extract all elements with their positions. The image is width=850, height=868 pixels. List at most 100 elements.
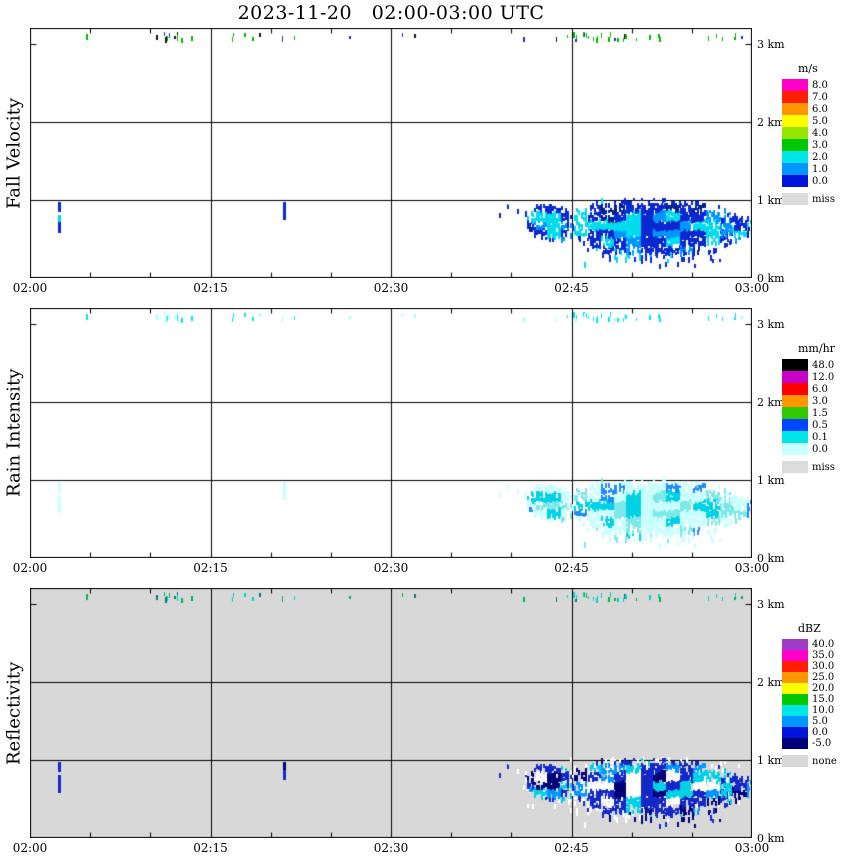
x-tick-label: 02:15 bbox=[193, 561, 228, 575]
colorbar-swatch bbox=[782, 650, 808, 661]
colorbar-swatch bbox=[782, 727, 808, 738]
colorbar-entry: 35.0 bbox=[782, 650, 850, 661]
colorbar-swatch bbox=[782, 139, 808, 151]
colorbar-entry: 12.0 bbox=[782, 371, 850, 383]
height-tick-label: 3 km bbox=[757, 597, 785, 611]
colorbar-entry-label: 5.0 bbox=[812, 115, 828, 127]
x-tick-label: 02:30 bbox=[373, 841, 409, 855]
x-tick-label: 03:00 bbox=[734, 561, 770, 575]
x-tick-label: 02:45 bbox=[554, 841, 589, 855]
height-tick-label: 0 km bbox=[757, 832, 785, 845]
colorbar-entry-label: 12.0 bbox=[812, 371, 835, 383]
x-tick-label: 02:15 bbox=[193, 841, 228, 855]
colorbar-swatch bbox=[782, 371, 808, 383]
colorbar-entry: 7.0 bbox=[782, 91, 850, 103]
x-tick-label: 02:30 bbox=[373, 281, 409, 295]
colorbar-entry: 0.0 bbox=[782, 175, 850, 187]
rain-intensity-plot-canvas bbox=[30, 308, 752, 558]
colorbar-missing-label: none bbox=[812, 755, 837, 767]
colorbar-entry-label: 48.0 bbox=[812, 359, 835, 371]
colorbar-fall-velocity: m/s 8.0 7.0 6.0 5.0 4.0 3.0 2.0 1.0 0.0 miss bbox=[782, 62, 850, 205]
x-tick-label: 03:00 bbox=[734, 281, 770, 295]
colorbar-entry: 2.0 bbox=[782, 151, 850, 163]
colorbar-entry: 0.0 bbox=[782, 727, 850, 738]
colorbar-entry: 25.0 bbox=[782, 672, 850, 683]
y-axis-label-fall-velocity: Fall Velocity bbox=[3, 97, 25, 209]
colorbar-swatch bbox=[782, 103, 808, 115]
colorbar-entry: 40.0 bbox=[782, 639, 850, 650]
colorbar-entry-label: 1.5 bbox=[812, 407, 828, 419]
colorbar-entry-label: 4.0 bbox=[812, 127, 828, 139]
fall-velocity-plot-canvas bbox=[30, 28, 752, 278]
x-tick-label: 02:45 bbox=[554, 281, 589, 295]
colorbar-entry-label: 6.0 bbox=[812, 383, 828, 395]
chart-title: 2023-11-20 02:00-03:00 UTC bbox=[237, 2, 545, 24]
colorbar-swatch bbox=[782, 91, 808, 103]
x-tick-label: 02:15 bbox=[193, 281, 228, 295]
colorbar-entry-label: 1.0 bbox=[812, 163, 828, 175]
colorbar-missing-entry: none bbox=[782, 755, 850, 767]
colorbar-swatch bbox=[782, 127, 808, 139]
colorbar-missing-entry: miss bbox=[782, 461, 850, 473]
colorbar-missing-swatch bbox=[782, 461, 808, 473]
colorbar-entry: 3.0 bbox=[782, 139, 850, 151]
colorbar-entry: 0.5 bbox=[782, 419, 850, 431]
x-tick-label: 02:00 bbox=[12, 561, 48, 575]
colorbar-entry: 48.0 bbox=[782, 359, 850, 371]
height-tick-label: 3 km bbox=[757, 317, 785, 331]
colorbar-entry: 5.0 bbox=[782, 115, 850, 127]
colorbar-entry: 8.0 bbox=[782, 79, 850, 91]
colorbar-swatch bbox=[782, 395, 808, 407]
colorbar-entry: 15.0 bbox=[782, 694, 850, 705]
colorbar-entry-label: 0.0 bbox=[812, 443, 828, 455]
height-tick-label: 2 km bbox=[757, 675, 785, 689]
y-axis-label-rain-intensity: Rain Intensity bbox=[3, 368, 25, 498]
height-tick-label: 0 km bbox=[757, 552, 785, 565]
colorbar-entry-label: 25.0 bbox=[812, 672, 835, 683]
colorbar-entry-label: 0.5 bbox=[812, 419, 828, 431]
colorbar-entry-label: 3.0 bbox=[812, 139, 828, 151]
colorbar-entry: 6.0 bbox=[782, 383, 850, 395]
colorbar-entry: 1.5 bbox=[782, 407, 850, 419]
colorbar-swatch bbox=[782, 738, 808, 749]
colorbar-missing-label: miss bbox=[812, 461, 835, 473]
colorbar-entry-label: -5.0 bbox=[812, 738, 832, 749]
height-tick-label: 2 km bbox=[757, 115, 785, 129]
colorbar-missing-swatch bbox=[782, 755, 808, 767]
colorbar-entry: 10.0 bbox=[782, 705, 850, 716]
colorbar-entry-label: 7.0 bbox=[812, 91, 828, 103]
height-tick-label: 1 km bbox=[757, 473, 785, 487]
height-tick-label: 2 km bbox=[757, 395, 785, 409]
x-tick-label: 02:30 bbox=[373, 561, 409, 575]
colorbar-entry-label: 0.1 bbox=[812, 431, 828, 443]
colorbar-swatch bbox=[782, 683, 808, 694]
colorbar-swatch bbox=[782, 151, 808, 163]
colorbar-missing-label: miss bbox=[812, 193, 835, 205]
colorbar-swatch bbox=[782, 716, 808, 727]
colorbar-entry-label: 15.0 bbox=[812, 694, 835, 705]
colorbar-entry-label: 35.0 bbox=[812, 650, 835, 661]
colorbar-entry-label: 0.0 bbox=[812, 727, 828, 738]
colorbar-entry-label: 3.0 bbox=[812, 395, 828, 407]
colorbar-units-label: m/s bbox=[798, 62, 818, 75]
colorbar-missing-swatch bbox=[782, 193, 808, 205]
colorbar-entry: 0.0 bbox=[782, 443, 850, 455]
colorbar-swatch bbox=[782, 431, 808, 443]
colorbar-entry: 20.0 bbox=[782, 683, 850, 694]
x-tick-label: 03:00 bbox=[734, 841, 770, 855]
height-tick-label: 3 km bbox=[757, 37, 785, 51]
colorbar-entry-label: 30.0 bbox=[812, 661, 835, 672]
colorbar-entry-label: 10.0 bbox=[812, 705, 835, 716]
colorbar-swatch bbox=[782, 163, 808, 175]
colorbar-swatch bbox=[782, 115, 808, 127]
colorbar-swatch bbox=[782, 175, 808, 187]
colorbar-entry-label: 2.0 bbox=[812, 151, 828, 163]
colorbar-entry-label: 0.0 bbox=[812, 175, 828, 187]
colorbar-reflectivity: dBZ 40.0 35.0 30.0 25.0 20.0 15.0 10.0 5.0 0.0 -5.… bbox=[782, 622, 850, 767]
colorbar-swatch bbox=[782, 694, 808, 705]
colorbar-entry-label: 20.0 bbox=[812, 683, 835, 694]
x-tick-label: 02:45 bbox=[554, 561, 589, 575]
colorbar-swatch bbox=[782, 661, 808, 672]
x-tick-label: 02:00 bbox=[12, 281, 48, 295]
